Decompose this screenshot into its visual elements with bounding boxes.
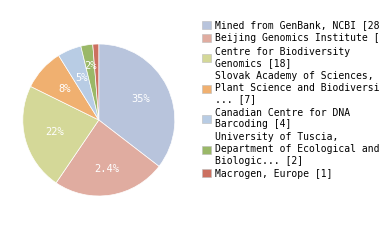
Wedge shape bbox=[31, 55, 99, 120]
Wedge shape bbox=[93, 44, 99, 120]
Legend: Mined from GenBank, NCBI [28], Beijing Genomics Institute [19], Centre for Biodi: Mined from GenBank, NCBI [28], Beijing G… bbox=[203, 20, 380, 179]
Wedge shape bbox=[81, 44, 99, 120]
Text: 35%: 35% bbox=[132, 94, 150, 104]
Text: 8%: 8% bbox=[59, 84, 71, 94]
Wedge shape bbox=[59, 46, 99, 120]
Text: 22%: 22% bbox=[45, 127, 64, 137]
Text: 5%: 5% bbox=[75, 73, 87, 83]
Text: 2.4%: 2.4% bbox=[94, 164, 119, 174]
Text: 2%: 2% bbox=[84, 61, 97, 71]
Wedge shape bbox=[23, 86, 99, 183]
Wedge shape bbox=[56, 120, 159, 196]
Wedge shape bbox=[99, 44, 175, 166]
